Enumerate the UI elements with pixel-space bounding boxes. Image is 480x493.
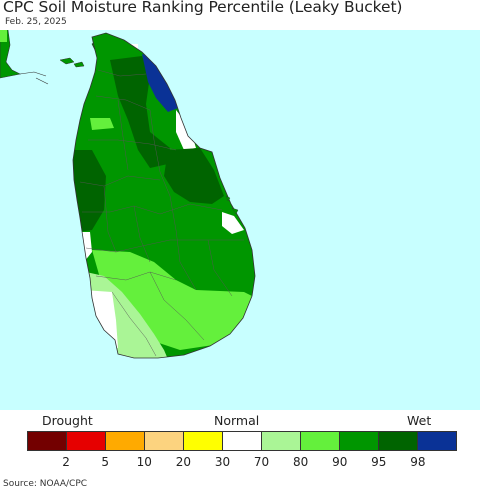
legend-swatch-3 (145, 432, 184, 450)
legend-label-drought: Drought (42, 413, 93, 428)
island-regions (73, 33, 255, 358)
legend-tick-label: 98 (410, 455, 426, 469)
legend-swatch-6 (262, 432, 301, 450)
island-outline (72, 32, 256, 359)
legend-swatch-5 (223, 432, 262, 450)
legend-tick-label: 10 (136, 455, 152, 469)
legend-tick-label: 2 (62, 455, 70, 469)
east-coast-islets (225, 195, 239, 215)
legend-label-wet: Wet (407, 413, 432, 428)
legend-swatch-2 (106, 432, 145, 450)
legend-swatch-9 (379, 432, 418, 450)
legend-swatch-0 (28, 432, 67, 450)
map-title: CPC Soil Moisture Ranking Percentile (Le… (3, 0, 403, 16)
legend-tick-label: 80 (292, 455, 309, 469)
india-wet-patch (0, 30, 7, 42)
legend-label-normal: Normal (214, 413, 260, 428)
legend-tick-label: 95 (371, 455, 387, 469)
legend-color-bar (27, 431, 457, 451)
source-credit: Source: NOAA/CPC (3, 479, 88, 489)
legend-swatch-10 (418, 432, 456, 450)
legend-tick-label: 70 (253, 455, 270, 469)
legend-swatch-1 (67, 432, 106, 450)
legend-tick-labels: 2 5 10 20 30 70 80 90 95 98 (0, 455, 480, 471)
map-date: Feb. 25, 2025 (5, 17, 67, 27)
jaffna-islands (59, 57, 85, 68)
legend-category-labels: Drought Normal Wet (0, 413, 480, 429)
sri-lanka-soil-moisture-map (0, 30, 480, 410)
legend-tick-label: 5 (101, 455, 109, 469)
legend-swatch-8 (340, 432, 379, 450)
india-outline (19, 71, 49, 85)
legend-tick-label: 20 (175, 455, 191, 469)
legend-tick-label: 90 (332, 455, 348, 469)
legend-swatch-7 (301, 432, 340, 450)
district-boundaries (79, 69, 244, 357)
legend-swatch-4 (184, 432, 223, 450)
legend-tick-label: 30 (214, 455, 231, 469)
